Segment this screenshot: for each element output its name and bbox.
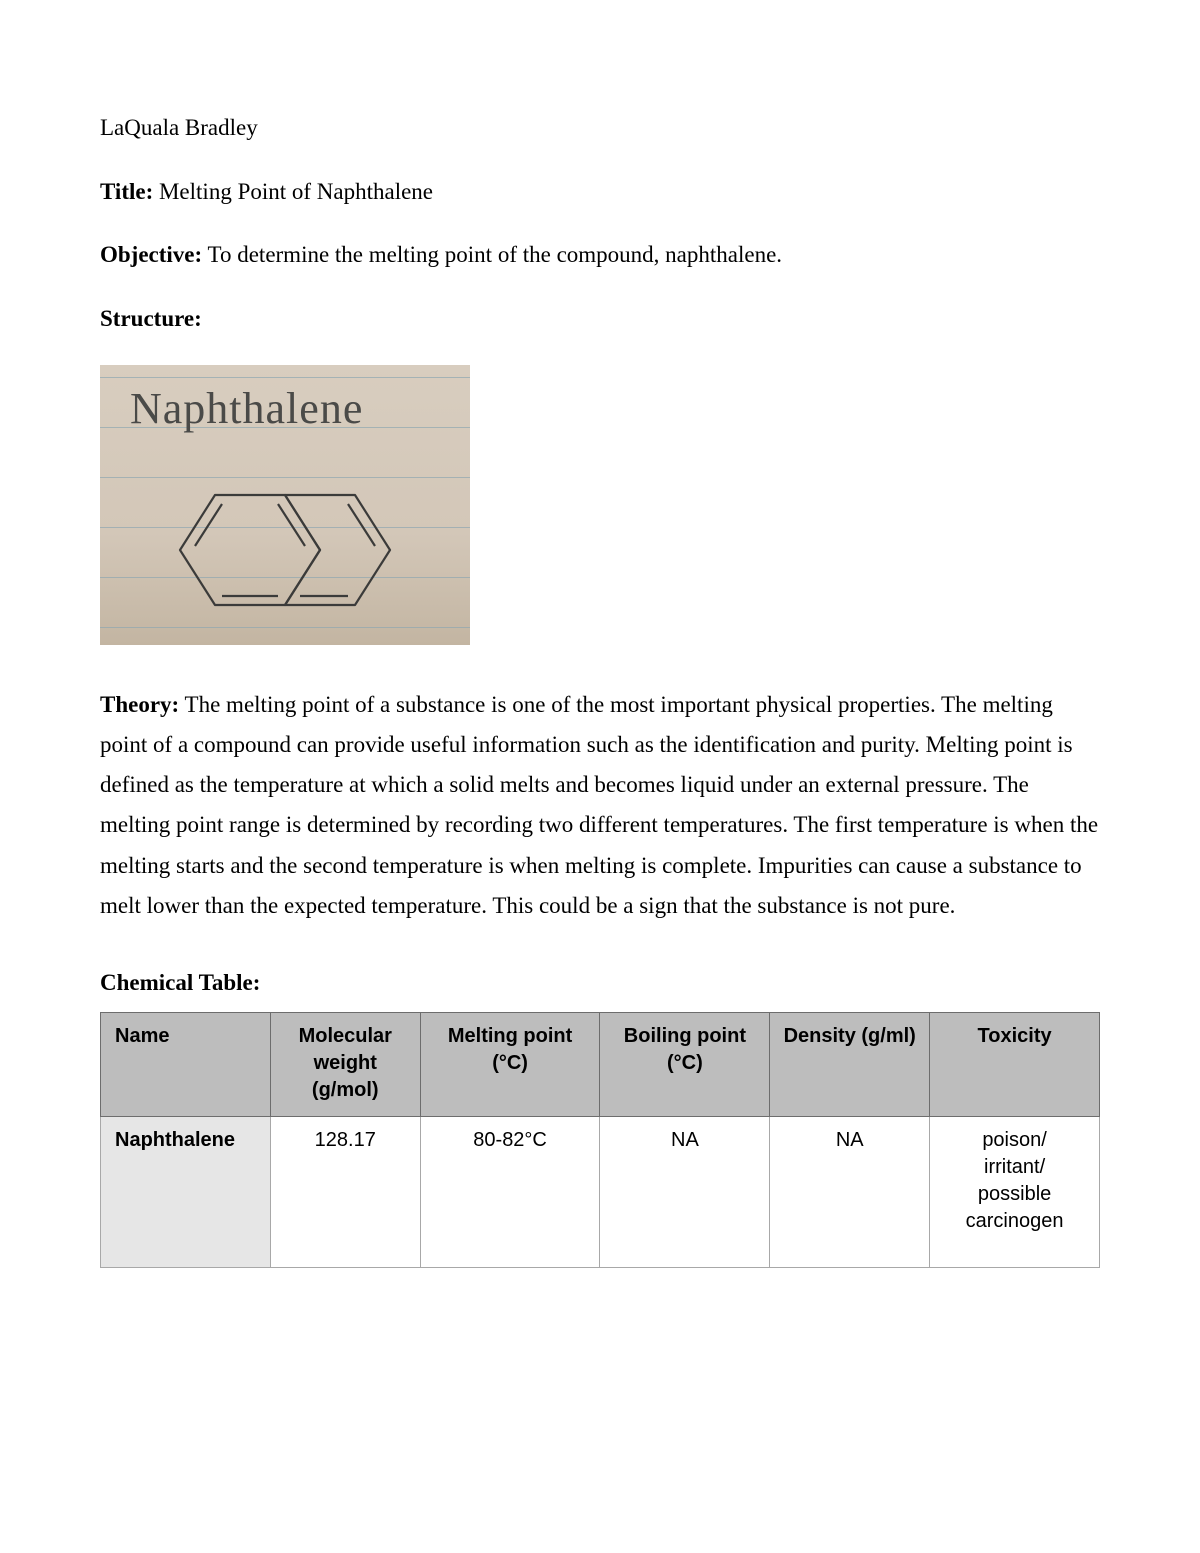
col-header-toxicity: Toxicity: [930, 1013, 1100, 1117]
objective-label: Objective:: [100, 242, 202, 267]
col-header-density: Density (g/ml): [770, 1013, 930, 1117]
naphthalene-structure-icon: [140, 470, 430, 630]
col-header-boilingpoint: Boiling point (°C): [600, 1013, 770, 1117]
structure-label: Structure:: [100, 301, 1100, 337]
structure-photo: Naphthalene: [100, 365, 470, 645]
col-header-name: Name: [101, 1013, 271, 1117]
title-label: Title:: [100, 179, 153, 204]
title-value: Melting Point of Naphthalene: [153, 179, 433, 204]
col-header-molweight: Molecular weight (g/mol): [270, 1013, 420, 1117]
theory-label: Theory:: [100, 692, 179, 717]
cell-name: Naphthalene: [101, 1117, 271, 1268]
objective-line: Objective: To determine the melting poin…: [100, 237, 1100, 273]
cell-molweight: 128.17: [270, 1117, 420, 1268]
theory-paragraph: Theory: The melting point of a substance…: [100, 685, 1100, 927]
notebook-rule-line: [100, 377, 470, 378]
cell-toxicity: poison/ irritant/ possible carcinogen: [930, 1117, 1100, 1268]
table-header-row: Name Molecular weight (g/mol) Melting po…: [101, 1013, 1100, 1117]
document-page: LaQuala Bradley Title: Melting Point of …: [0, 0, 1200, 1328]
objective-value: To determine the melting point of the co…: [202, 242, 782, 267]
cell-boilingpoint: NA: [600, 1117, 770, 1268]
col-header-meltingpoint: Melting point (°C): [420, 1013, 600, 1117]
title-line: Title: Melting Point of Naphthalene: [100, 174, 1100, 210]
cell-density: NA: [770, 1117, 930, 1268]
chemical-table-label: Chemical Table:: [100, 970, 1100, 996]
cell-meltingpoint: 80-82°C: [420, 1117, 600, 1268]
chemical-table: Name Molecular weight (g/mol) Melting po…: [100, 1012, 1100, 1268]
handwritten-compound-name: Naphthalene: [130, 383, 363, 434]
theory-text: The melting point of a substance is one …: [100, 692, 1098, 918]
table-row: Naphthalene 128.17 80-82°C NA NA poison/…: [101, 1117, 1100, 1268]
author-name: LaQuala Bradley: [100, 110, 1100, 146]
